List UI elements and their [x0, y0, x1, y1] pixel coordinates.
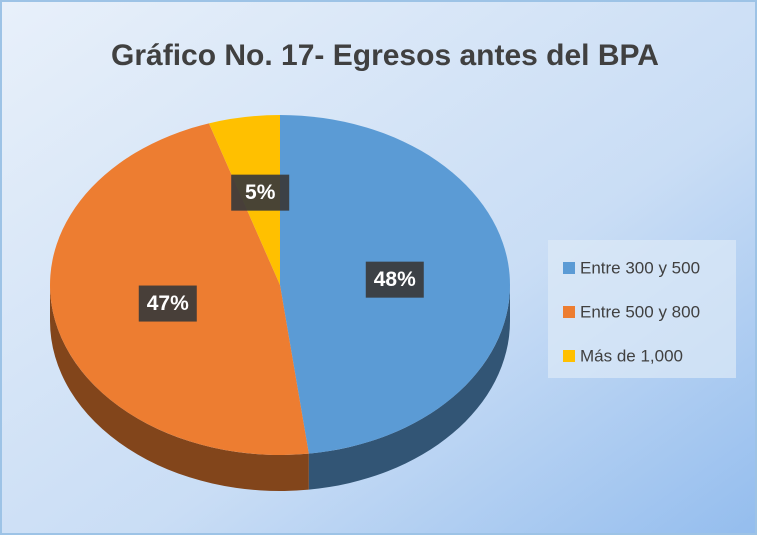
legend-label: Más de 1,000 [580, 346, 683, 365]
slice-side [50, 285, 309, 491]
data-label-box [365, 261, 424, 298]
legend-box [548, 240, 736, 378]
data-label: 47% [147, 292, 189, 315]
data-label-box [231, 174, 290, 211]
legend-swatch [563, 306, 575, 318]
legend-swatch [563, 262, 575, 274]
legend-label: Entre 300 y 500 [580, 258, 700, 277]
data-label: 48% [374, 268, 416, 291]
chart-title: Gráfico No. 17- Egresos antes del BPA [111, 39, 659, 72]
data-label: 5% [245, 181, 276, 204]
slice-side [308, 285, 510, 490]
data-label-box [138, 285, 197, 322]
legend-label: Entre 500 y 800 [580, 302, 700, 321]
legend-swatch [563, 350, 575, 362]
